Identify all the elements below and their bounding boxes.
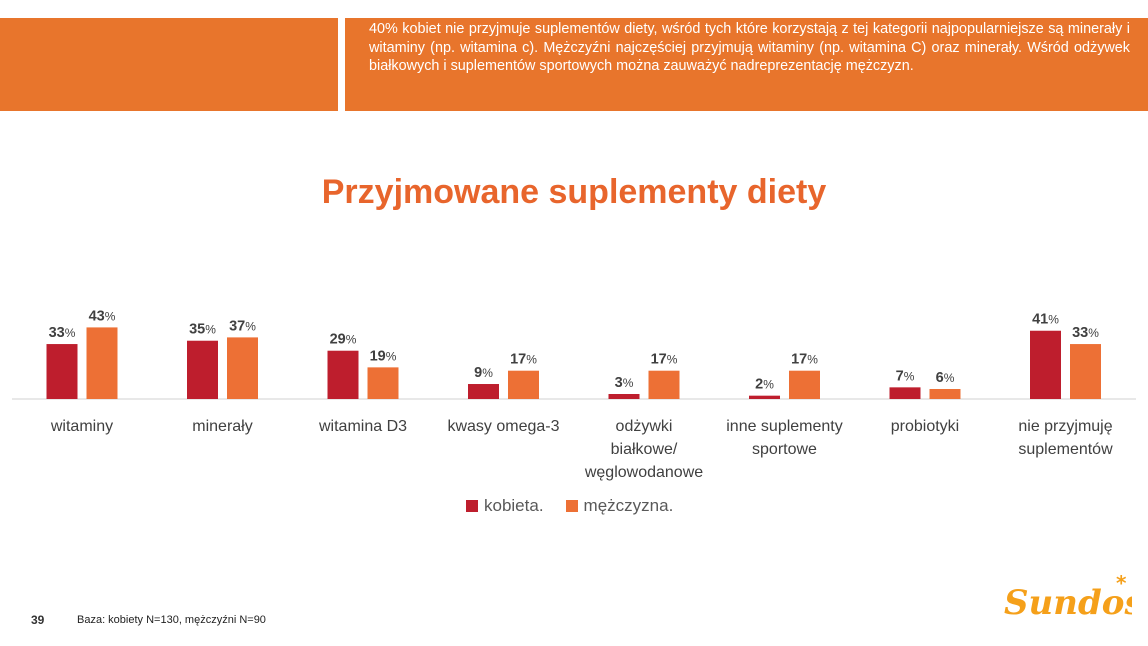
x-tick-label-1: minerały xyxy=(192,418,252,435)
legend-swatch-kobieta xyxy=(466,500,478,512)
bar-mezczyzna-5 xyxy=(789,370,820,399)
data-label-mezczyzna-5: 17% xyxy=(791,352,818,368)
x-tick-label-7: nie przyjmuję suplementów xyxy=(1018,418,1113,458)
bar-kobieta-6 xyxy=(889,387,921,399)
bar-kobieta-2 xyxy=(327,350,359,399)
legend-item-mezczyzna: mężczyzna. xyxy=(565,496,674,516)
bar-mezczyzna-4 xyxy=(648,370,680,399)
chart-legend: kobieta. mężczyzna. xyxy=(466,496,695,516)
x-tick-label-3: kwasy omega-3 xyxy=(447,418,559,435)
bar-mezczyzna-3 xyxy=(508,370,539,399)
logo-wordmark: Sundose xyxy=(1004,583,1132,623)
header-accent-block xyxy=(0,18,338,111)
x-tick-label-2: witamina D3 xyxy=(318,418,407,435)
data-label-mezczyzna-2: 19% xyxy=(370,348,397,364)
bar-kobieta-1 xyxy=(187,340,218,399)
bar-mezczyzna-0 xyxy=(86,327,118,399)
data-label-kobieta-1: 35% xyxy=(189,322,216,338)
header-banner: 40% kobiet nie przyjmuje suplementów die… xyxy=(345,18,1148,111)
data-label-kobieta-7: 41% xyxy=(1032,312,1059,328)
chart-title: Przyjmowane suplementy diety xyxy=(321,173,827,211)
legend-swatch-mezczyzna xyxy=(565,500,578,512)
x-tick-label-0: witaminy xyxy=(50,418,113,435)
bar-mezczyzna-1 xyxy=(227,337,258,399)
bar-kobieta-0 xyxy=(46,344,78,399)
data-label-kobieta-0: 33% xyxy=(49,325,76,341)
bar-kobieta-3 xyxy=(468,384,499,399)
legend-item-kobieta: kobieta. xyxy=(466,496,544,516)
data-label-mezczyzna-3: 17% xyxy=(510,352,537,368)
data-label-mezczyzna-0: 43% xyxy=(89,308,116,324)
data-label-kobieta-2: 29% xyxy=(330,332,357,348)
data-label-kobieta-3: 9% xyxy=(474,365,493,381)
x-tick-label-4: odżywki białkowe/węglowodanowe xyxy=(584,418,703,481)
brand-logo: Sundose * xyxy=(1000,571,1148,633)
bar-chart: 33% 43% witaminy 35% 37% minerały 29% 19% witami… xyxy=(12,308,1136,481)
base-note: Baza: kobiety N=130, mężczyźni N=90 xyxy=(77,614,266,626)
header-summary-text: 40% kobiet nie przyjmuje suplementów die… xyxy=(369,21,1130,75)
data-label-kobieta-5: 2% xyxy=(755,377,774,393)
page-number: 39 xyxy=(31,613,45,627)
legend-label-mezczyzna: mężczyzna. xyxy=(583,496,674,515)
bar-kobieta-5 xyxy=(749,395,780,399)
bar-kobieta-7 xyxy=(1030,330,1061,399)
bar-kobieta-4 xyxy=(608,394,640,399)
logo-star-icon: * xyxy=(1116,572,1127,595)
x-tick-label-6: probiotyki xyxy=(891,418,959,435)
bar-mezczyzna-7 xyxy=(1070,344,1101,399)
bar-mezczyzna-6 xyxy=(929,389,961,399)
data-label-mezczyzna-1: 37% xyxy=(229,318,256,334)
data-label-mezczyzna-7: 33% xyxy=(1072,325,1099,341)
x-tick-label-5: inne suplementy sportowe xyxy=(726,418,843,458)
data-label-kobieta-6: 7% xyxy=(896,368,915,384)
data-label-kobieta-4: 3% xyxy=(615,375,634,391)
data-label-mezczyzna-6: 6% xyxy=(936,370,955,386)
bar-mezczyzna-2 xyxy=(367,367,399,399)
sundose-logo-icon: Sundose * xyxy=(1004,571,1148,623)
legend-label-kobieta: kobieta. xyxy=(484,496,544,515)
data-label-mezczyzna-4: 17% xyxy=(651,352,678,368)
